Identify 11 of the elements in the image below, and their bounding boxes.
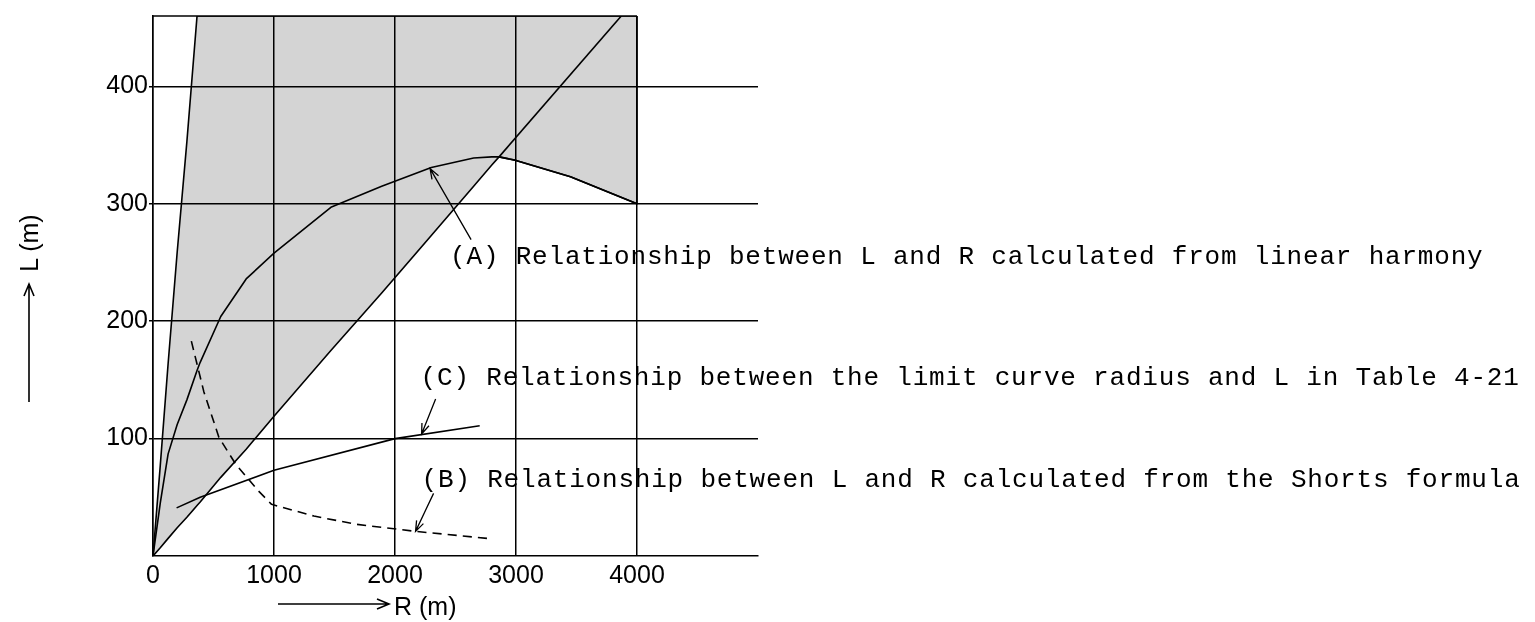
x-axis-title: R (m)	[394, 592, 457, 620]
x-tick-label: 3000	[488, 559, 544, 588]
x-tick-label: 0	[146, 559, 160, 588]
y-axis-title: L (m)	[14, 214, 43, 272]
y-tick-label: 100	[106, 422, 148, 451]
x-tick-label: 1000	[246, 559, 302, 588]
y-tick-label: 300	[106, 187, 148, 216]
y-tick-label: 400	[106, 70, 148, 99]
x-tick-label: 2000	[367, 559, 423, 588]
x-tick-label: 4000	[609, 559, 665, 588]
y-tick-label: 200	[106, 305, 148, 334]
